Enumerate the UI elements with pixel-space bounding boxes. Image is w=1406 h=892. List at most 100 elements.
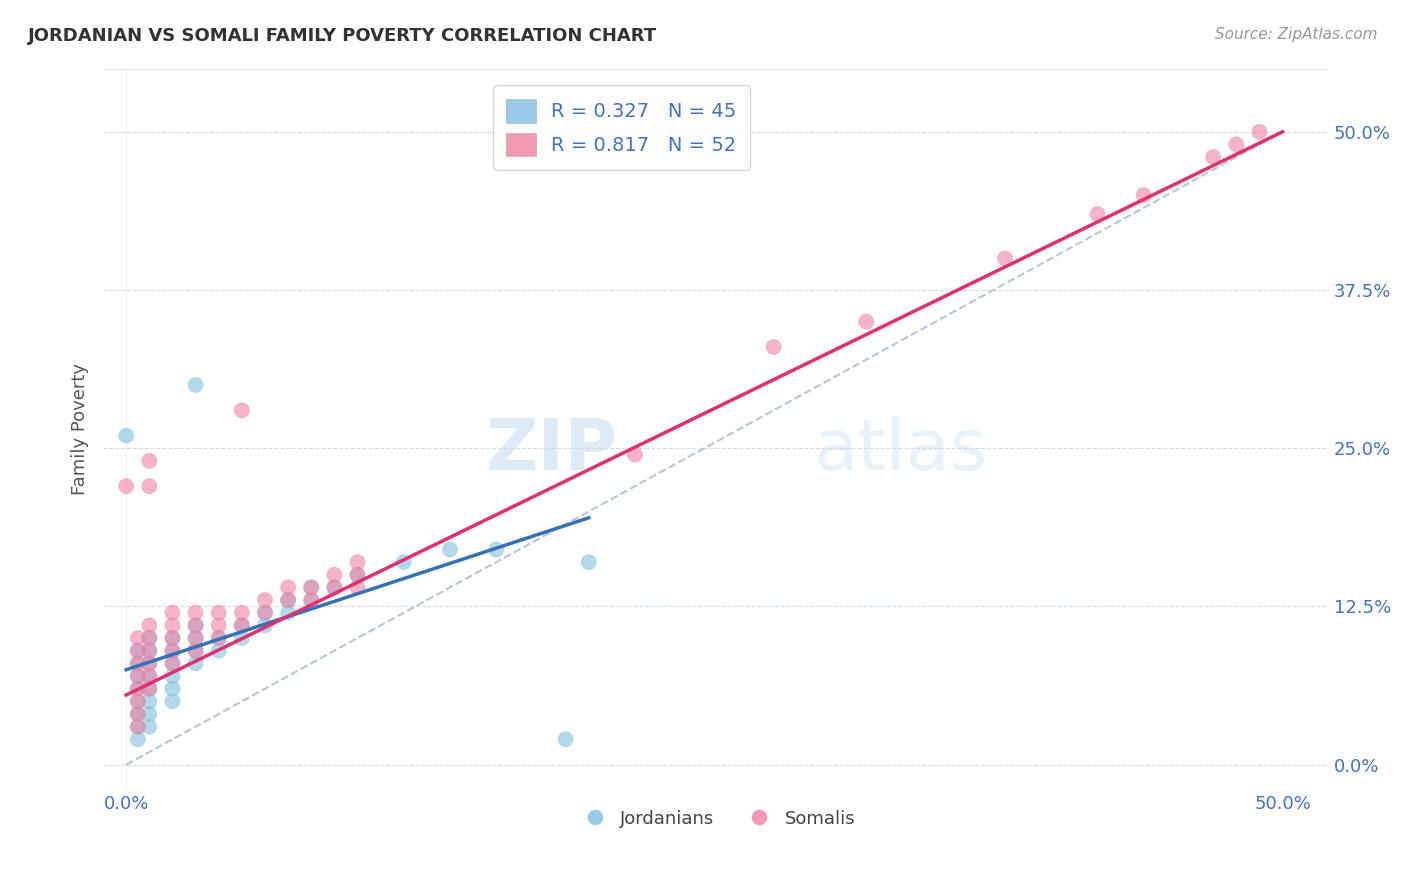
- Point: [127, 681, 149, 696]
- Point: [127, 694, 149, 708]
- Point: [162, 657, 184, 671]
- Point: [1132, 188, 1154, 202]
- Point: [127, 643, 149, 657]
- Point: [299, 593, 322, 607]
- Point: [277, 593, 299, 607]
- Point: [624, 448, 647, 462]
- Point: [554, 732, 576, 747]
- Point: [231, 618, 253, 632]
- Point: [855, 315, 877, 329]
- Point: [346, 555, 368, 569]
- Point: [162, 643, 184, 657]
- Point: [346, 567, 368, 582]
- Point: [127, 732, 149, 747]
- Point: [1087, 207, 1109, 221]
- Legend: Jordanians, Somalis: Jordanians, Somalis: [569, 803, 862, 835]
- Point: [253, 593, 276, 607]
- Point: [138, 669, 160, 683]
- Point: [127, 669, 149, 683]
- Point: [127, 681, 149, 696]
- Point: [253, 606, 276, 620]
- Text: JORDANIAN VS SOMALI FAMILY POVERTY CORRELATION CHART: JORDANIAN VS SOMALI FAMILY POVERTY CORRE…: [28, 27, 657, 45]
- Point: [138, 631, 160, 645]
- Point: [138, 479, 160, 493]
- Point: [299, 581, 322, 595]
- Point: [184, 631, 207, 645]
- Point: [1225, 137, 1247, 152]
- Point: [231, 618, 253, 632]
- Point: [253, 606, 276, 620]
- Point: [323, 581, 346, 595]
- Point: [127, 669, 149, 683]
- Point: [162, 606, 184, 620]
- Point: [138, 669, 160, 683]
- Point: [994, 252, 1017, 266]
- Point: [127, 706, 149, 721]
- Text: Source: ZipAtlas.com: Source: ZipAtlas.com: [1215, 27, 1378, 42]
- Point: [115, 428, 138, 442]
- Point: [299, 581, 322, 595]
- Point: [231, 606, 253, 620]
- Point: [127, 631, 149, 645]
- Point: [184, 378, 207, 392]
- Point: [346, 581, 368, 595]
- Point: [127, 657, 149, 671]
- Point: [138, 694, 160, 708]
- Point: [277, 593, 299, 607]
- Point: [1202, 150, 1225, 164]
- Point: [162, 681, 184, 696]
- Point: [138, 643, 160, 657]
- Point: [231, 403, 253, 417]
- Text: ZIP: ZIP: [485, 417, 617, 485]
- Point: [138, 720, 160, 734]
- Point: [162, 631, 184, 645]
- Text: atlas: atlas: [814, 417, 988, 485]
- Point: [323, 567, 346, 582]
- Point: [138, 631, 160, 645]
- Point: [231, 631, 253, 645]
- Point: [277, 606, 299, 620]
- Point: [578, 555, 600, 569]
- Point: [439, 542, 461, 557]
- Point: [138, 706, 160, 721]
- Point: [1249, 125, 1271, 139]
- Point: [208, 643, 231, 657]
- Point: [184, 618, 207, 632]
- Point: [138, 618, 160, 632]
- Point: [127, 720, 149, 734]
- Point: [184, 643, 207, 657]
- Point: [115, 479, 138, 493]
- Point: [138, 681, 160, 696]
- Point: [162, 694, 184, 708]
- Point: [162, 643, 184, 657]
- Point: [184, 606, 207, 620]
- Point: [162, 618, 184, 632]
- Point: [138, 681, 160, 696]
- Point: [277, 581, 299, 595]
- Point: [127, 720, 149, 734]
- Point: [162, 631, 184, 645]
- Point: [127, 643, 149, 657]
- Point: [208, 606, 231, 620]
- Point: [184, 618, 207, 632]
- Point: [138, 657, 160, 671]
- Point: [485, 542, 508, 557]
- Point: [138, 657, 160, 671]
- Point: [762, 340, 785, 354]
- Point: [184, 657, 207, 671]
- Point: [127, 706, 149, 721]
- Point: [162, 657, 184, 671]
- Point: [299, 593, 322, 607]
- Point: [138, 454, 160, 468]
- Point: [184, 643, 207, 657]
- Point: [162, 669, 184, 683]
- Point: [127, 657, 149, 671]
- Y-axis label: Family Poverty: Family Poverty: [72, 363, 89, 495]
- Point: [208, 618, 231, 632]
- Point: [208, 631, 231, 645]
- Point: [346, 567, 368, 582]
- Point: [208, 631, 231, 645]
- Point: [323, 581, 346, 595]
- Point: [253, 618, 276, 632]
- Point: [184, 631, 207, 645]
